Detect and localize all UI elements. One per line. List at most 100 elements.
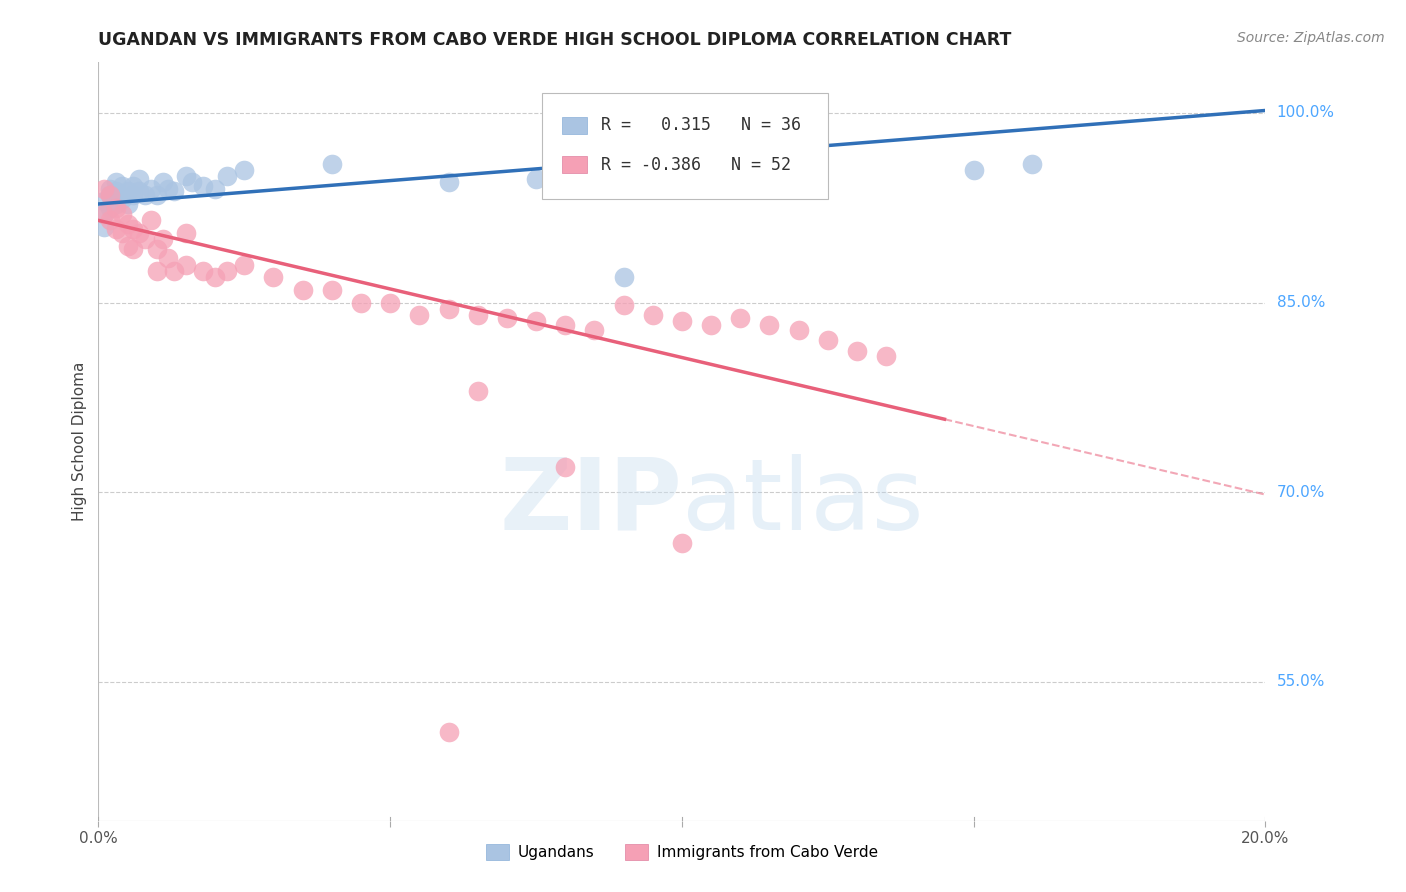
Point (98, 188, 121, 202)
Point (524, 314, 547, 328)
Point (128, 185, 150, 199)
Legend: Ugandans, Immigrants from Cabo Verde: Ugandans, Immigrants from Cabo Verde (479, 838, 884, 866)
Point (122, 243, 145, 257)
Text: 55.0%: 55.0% (1277, 674, 1324, 690)
Point (122, 188, 145, 202)
Point (134, 188, 156, 202)
Point (174, 258, 197, 272)
Point (98, 213, 121, 227)
Point (146, 243, 169, 257)
Point (157, 182, 180, 196)
Point (408, 308, 430, 322)
Point (117, 238, 139, 252)
Point (122, 222, 145, 236)
Point (98, 182, 121, 196)
Point (117, 197, 139, 211)
Point (233, 258, 256, 272)
Point (93, 219, 115, 234)
FancyBboxPatch shape (541, 93, 828, 199)
Point (163, 264, 186, 278)
Point (104, 222, 127, 236)
Point (104, 201, 127, 215)
Point (104, 176, 127, 190)
Text: R =   0.315   N = 36: R = 0.315 N = 36 (602, 116, 801, 135)
Point (146, 188, 169, 202)
Point (117, 217, 139, 231)
Point (117, 185, 139, 199)
Point (104, 185, 127, 199)
Point (262, 270, 284, 285)
Point (111, 192, 134, 206)
Point (111, 179, 134, 194)
Point (93, 194, 115, 209)
Text: Source: ZipAtlas.com: Source: ZipAtlas.com (1237, 31, 1385, 45)
Point (700, 318, 723, 333)
Point (787, 323, 810, 337)
Point (671, 314, 693, 328)
Text: 70.0%: 70.0% (1277, 484, 1324, 500)
Point (215, 169, 238, 184)
Point (612, 270, 634, 285)
Point (467, 308, 489, 322)
Text: 20.0%: 20.0% (1241, 830, 1289, 846)
Point (350, 295, 373, 310)
Point (730, 310, 752, 325)
Point (321, 156, 343, 170)
Point (152, 232, 174, 246)
Point (730, 171, 752, 186)
Point (204, 182, 226, 196)
FancyBboxPatch shape (562, 156, 588, 173)
Point (321, 283, 343, 297)
Point (98, 201, 121, 215)
FancyBboxPatch shape (562, 117, 588, 134)
Point (846, 343, 869, 358)
Point (758, 318, 780, 333)
Point (111, 226, 134, 240)
Point (612, 298, 634, 312)
Point (554, 318, 576, 333)
Point (671, 535, 693, 549)
Point (93, 182, 115, 196)
Point (204, 270, 226, 285)
Point (174, 169, 197, 184)
Point (193, 264, 215, 278)
Text: UGANDAN VS IMMIGRANTS FROM CABO VERDE HIGH SCHOOL DIPLOMA CORRELATION CHART: UGANDAN VS IMMIGRANTS FROM CABO VERDE HI… (98, 31, 1012, 49)
Point (93, 207, 115, 221)
Point (215, 264, 238, 278)
Point (437, 725, 460, 739)
Point (962, 162, 984, 177)
Point (437, 176, 460, 190)
Point (93, 207, 115, 221)
Point (875, 349, 897, 363)
Text: ZIP: ZIP (499, 454, 682, 550)
Point (1021, 156, 1043, 170)
Point (467, 384, 489, 398)
Point (641, 308, 664, 322)
Point (524, 171, 547, 186)
Point (98, 188, 121, 202)
Y-axis label: High School Diploma: High School Diploma (72, 362, 87, 521)
Text: 0.0%: 0.0% (79, 830, 118, 846)
Point (152, 176, 174, 190)
Point (554, 459, 576, 474)
Text: R = -0.386   N = 52: R = -0.386 N = 52 (602, 156, 792, 174)
Text: 100.0%: 100.0% (1277, 105, 1334, 120)
Point (193, 179, 215, 194)
Point (437, 301, 460, 316)
Point (163, 185, 186, 199)
Point (380, 295, 402, 310)
Point (146, 264, 169, 278)
Text: atlas: atlas (682, 454, 924, 550)
Point (139, 213, 162, 227)
Point (134, 232, 156, 246)
Point (111, 207, 134, 221)
Point (174, 226, 197, 240)
Point (180, 176, 202, 190)
Point (583, 323, 606, 337)
Point (157, 252, 180, 266)
Point (128, 226, 150, 240)
Point (139, 182, 162, 196)
Point (233, 162, 256, 177)
Point (128, 171, 150, 186)
Point (122, 179, 145, 194)
